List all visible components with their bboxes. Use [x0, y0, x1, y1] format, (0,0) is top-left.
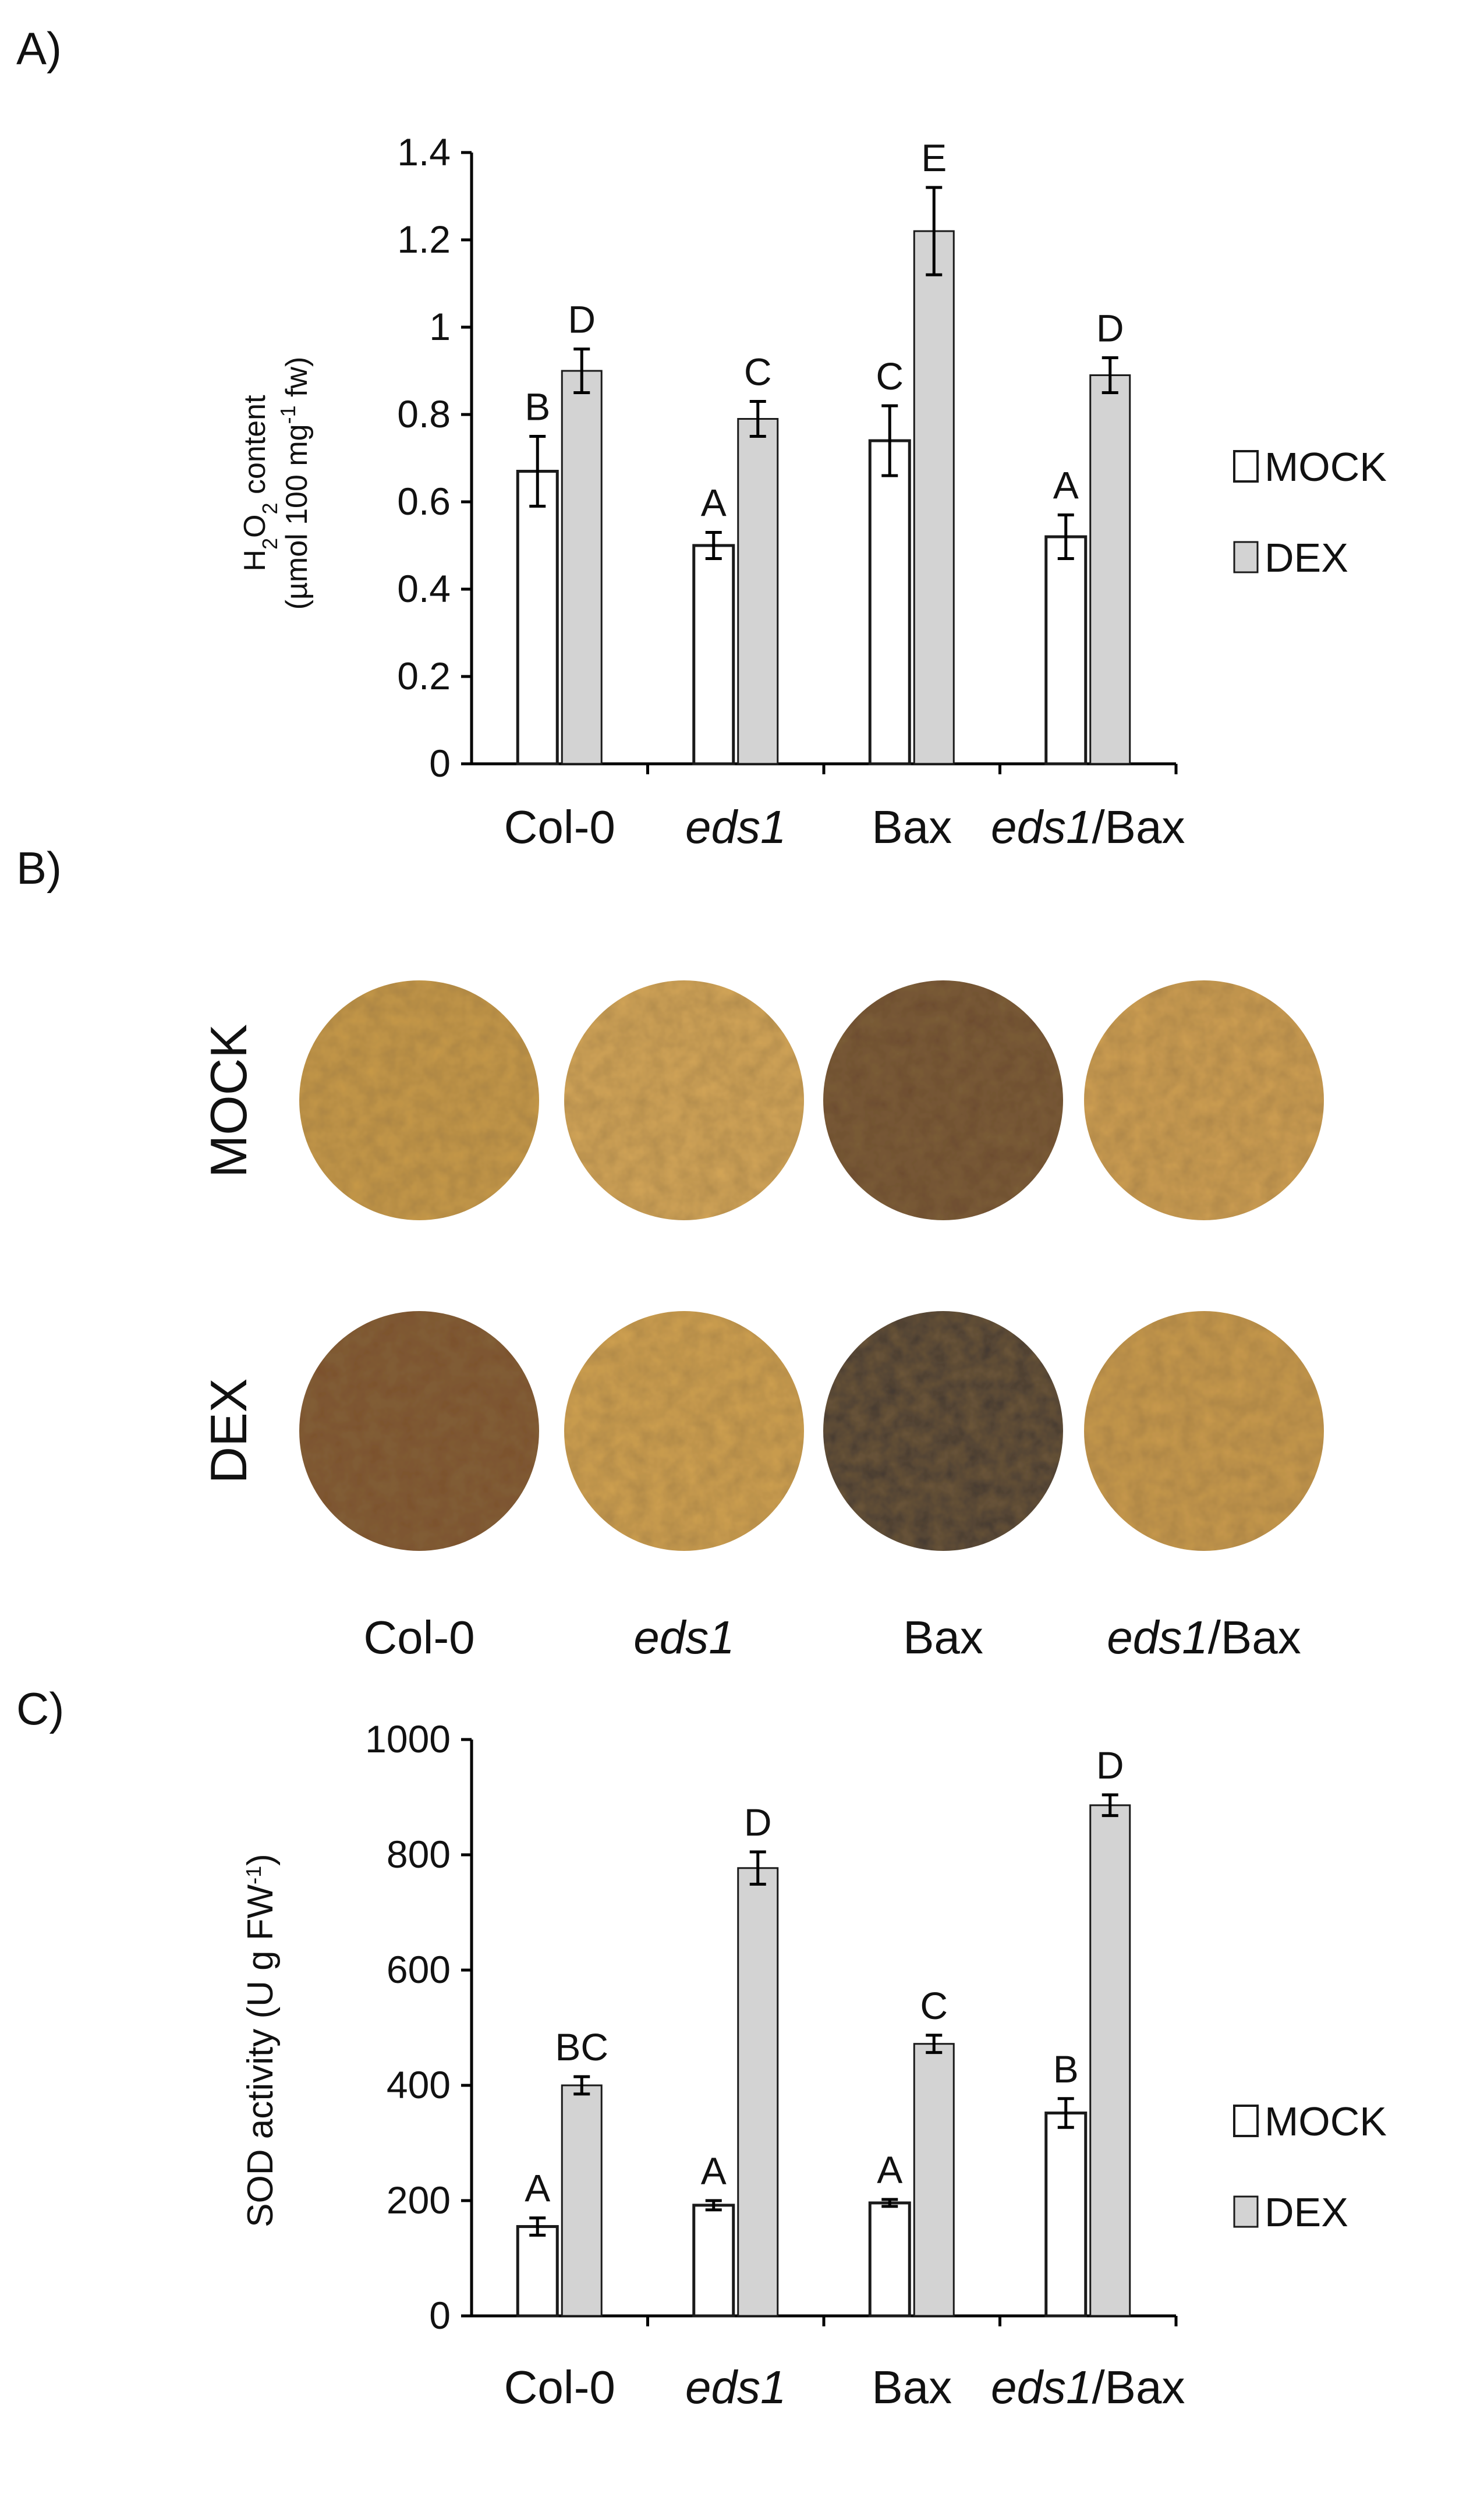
- category-label: Col-0: [504, 2361, 615, 2413]
- legend-dex-swatch: [1233, 541, 1259, 573]
- panel-c-chart: C) SOD activity (U g FW-1) 0 200 400 600 800…: [16, 1683, 1387, 2413]
- panel-c-letter: C): [16, 1683, 64, 1734]
- panel-a-category-labels: Col-0 eds1 Bax eds1/Bax: [504, 801, 1185, 853]
- bar-dex-0: [561, 370, 603, 765]
- legend-mock-label: MOCK: [1265, 2099, 1387, 2144]
- legend-dex-label: DEX: [1265, 535, 1348, 580]
- category-label: eds1: [685, 2361, 786, 2413]
- bar-mock-2: [868, 439, 911, 766]
- bar-mock-1: [692, 544, 735, 766]
- bar-dex-3: [1089, 374, 1131, 765]
- y-tick-label: 600: [387, 1948, 451, 1991]
- significance-letter: D: [744, 1801, 772, 1844]
- legend-dex-swatch: [1233, 2195, 1259, 2228]
- column-label: eds1/Bax: [1107, 1611, 1301, 1663]
- significance-letter: A: [701, 2149, 727, 2192]
- panel-b-leaf-discs: [299, 980, 1324, 1551]
- panel-a-y-label-line1: H2O2 content: [238, 395, 282, 572]
- y-tick-label: 800: [387, 1833, 451, 1876]
- legend-dex-label: DEX: [1265, 2190, 1348, 2235]
- bar-dex-2: [913, 230, 955, 765]
- significance-letter: D: [1096, 307, 1124, 350]
- y-tick-label: 0: [429, 2294, 451, 2337]
- panel-c-y-axis-label: SOD activity (U g FW-1): [240, 1854, 281, 2227]
- significance-letter: BC: [555, 2025, 608, 2068]
- leaf-disc-dex-3: [1084, 1311, 1324, 1551]
- panel-c-legend: MOCK DEX: [1233, 2099, 1387, 2235]
- bar-mock-2: [868, 2201, 911, 2318]
- column-label: eds1: [633, 1611, 734, 1663]
- significance-letter: B: [525, 385, 550, 428]
- category-label: Bax: [872, 2361, 952, 2413]
- column-label: Bax: [903, 1611, 983, 1663]
- y-tick-label: 0.4: [397, 567, 451, 610]
- panel-b-letter: B): [16, 842, 62, 894]
- y-tick-label: 0.8: [397, 392, 451, 435]
- y-tick-label: 0.2: [397, 654, 451, 697]
- category-label: eds1/Bax: [991, 801, 1185, 853]
- panel-a-y-axis-label: H2O2 content (µmol 100 mg-1 fw): [238, 357, 314, 610]
- leaf-disc-dex-0: [299, 1311, 539, 1551]
- panel-c-bars: A A A B BC D C D: [516, 1744, 1131, 2318]
- bar-dex-0: [561, 2084, 603, 2317]
- bar-mock-3: [1044, 2112, 1088, 2318]
- significance-letter: A: [1053, 464, 1079, 507]
- bar-mock-1: [692, 2204, 735, 2318]
- leaf-disc-mock-0: [299, 980, 539, 1220]
- significance-letter: D: [568, 298, 596, 341]
- y-tick-label: 200: [387, 2178, 451, 2222]
- leaf-disc-dex-1: [564, 1311, 804, 1551]
- y-tick-label: 1: [429, 305, 451, 348]
- significance-letter: A: [525, 2167, 550, 2210]
- significance-letter: A: [701, 481, 727, 525]
- y-tick-label: 1.4: [397, 130, 451, 173]
- row-label-dex: DEX: [200, 1379, 257, 1484]
- row-label-mock: MOCK: [200, 1024, 257, 1178]
- column-label: Col-0: [363, 1611, 474, 1663]
- panel-a-letter: A): [16, 23, 62, 74]
- category-label: Col-0: [504, 801, 615, 853]
- panel-a-bars: B A C A D C E D: [516, 136, 1131, 766]
- panel-a-chart: A) H2O2 content (µmol 100 mg-1 fw) 00.20…: [16, 23, 1387, 853]
- significance-letter: B: [1053, 2048, 1079, 2091]
- panel-a-axes: 0 0.2 0.4 0.6 0.8 1 1.2 1.4: [397, 130, 1178, 785]
- panel-c-category-labels: Col-0 eds1 Bax eds1/Bax: [504, 2361, 1185, 2413]
- significance-letter: D: [1096, 1744, 1124, 1787]
- significance-letter: C: [920, 1984, 948, 2027]
- y-tick-label: 1.2: [397, 218, 451, 261]
- panel-b-column-labels: Col-0 eds1 Bax eds1/Bax: [363, 1611, 1301, 1663]
- legend-mock-label: MOCK: [1265, 444, 1387, 490]
- leaf-disc-mock-2: [823, 980, 1063, 1220]
- significance-letter: E: [921, 136, 947, 179]
- panel-b-dab-staining: B) MOCK DEX Col-0 eds1 Bax eds1/Bax: [16, 842, 1324, 1663]
- significance-letter: C: [744, 350, 772, 394]
- bar-dex-1: [737, 418, 779, 765]
- bar-mock-3: [1044, 535, 1088, 766]
- bar-dex-1: [737, 1867, 779, 2317]
- panel-a-y-label-line2: (µmol 100 mg-1 fw): [276, 357, 314, 610]
- y-tick-label: 0.6: [397, 480, 451, 523]
- legend-mock-swatch: [1233, 2105, 1259, 2137]
- leaf-disc-dex-2: [823, 1311, 1063, 1551]
- bar-dex-3: [1089, 1804, 1131, 2317]
- bar-dex-2: [913, 2043, 955, 2317]
- significance-letter: C: [876, 355, 904, 398]
- leaf-disc-mock-1: [564, 980, 804, 1220]
- legend-mock-swatch: [1233, 450, 1259, 483]
- y-tick-label: 0: [429, 742, 451, 785]
- bar-mock-0: [516, 2225, 559, 2318]
- y-tick-label: 1000: [365, 1717, 451, 1760]
- y-tick-label: 400: [387, 2063, 451, 2106]
- panel-a-legend: MOCK DEX: [1233, 444, 1387, 580]
- category-label: eds1/Bax: [991, 2361, 1185, 2413]
- leaf-disc-mock-3: [1084, 980, 1324, 1220]
- category-label: eds1: [685, 801, 786, 853]
- significance-letter: A: [877, 2148, 902, 2191]
- category-label: Bax: [872, 801, 952, 853]
- bar-mock-0: [516, 470, 559, 766]
